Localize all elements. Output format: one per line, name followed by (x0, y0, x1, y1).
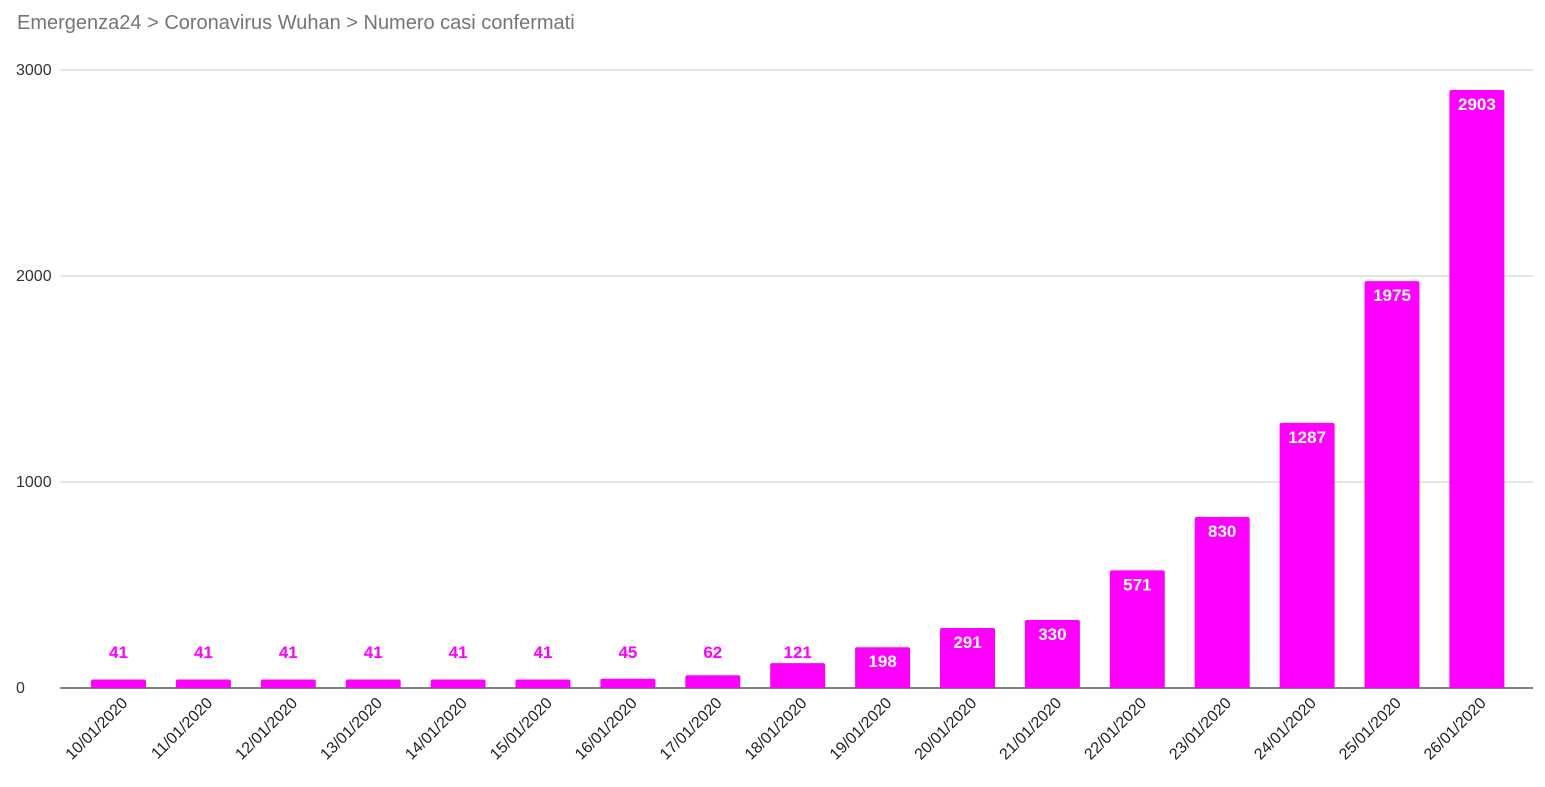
bar (1279, 422, 1335, 688)
data-label: 1287 (1288, 428, 1326, 447)
x-tick-label: 11/01/2020 (148, 695, 216, 763)
bar (1364, 281, 1420, 688)
bar (1194, 517, 1250, 688)
x-axis-ticks: 10/01/2020 11/01/2020 12/01/2020 13/01/2020… (63, 695, 1490, 764)
bar (430, 679, 486, 688)
x-tick-label: 16/01/2020 (572, 695, 641, 764)
data-label: 330 (1038, 625, 1066, 644)
y-tick-label: 0 (16, 680, 25, 697)
data-label: 41 (364, 643, 383, 662)
data-label: 41 (109, 643, 128, 662)
x-tick-label: 25/01/2020 (1336, 695, 1405, 764)
data-label: 2903 (1458, 95, 1496, 114)
bar (855, 647, 911, 688)
x-tick-label: 22/01/2020 (1081, 695, 1150, 764)
data-label: 830 (1208, 522, 1236, 541)
data-label: 1975 (1373, 286, 1411, 305)
data-label: 121 (784, 643, 812, 662)
bar (1024, 620, 1080, 688)
bar (345, 679, 401, 688)
bar (940, 628, 995, 688)
data-label: 291 (953, 633, 981, 652)
bar (175, 679, 231, 688)
data-label: 41 (534, 643, 553, 662)
y-tick-label: 3000 (16, 62, 52, 79)
x-tick-label: 17/01/2020 (657, 695, 726, 764)
data-label: 41 (194, 643, 213, 662)
data-label: 571 (1123, 575, 1151, 594)
x-tick-label: 13/01/2020 (317, 695, 386, 764)
x-tick-label: 12/01/2020 (232, 695, 301, 764)
x-tick-label: 19/01/2020 (827, 695, 896, 764)
y-tick-label: 1000 (16, 474, 52, 491)
bar (600, 678, 656, 688)
x-tick-label: 14/01/2020 (402, 695, 471, 764)
bar (260, 679, 316, 688)
chart-title: Emergenza24 > Coronavirus Wuhan > Numero… (17, 12, 575, 34)
x-tick-label: 15/01/2020 (487, 695, 556, 764)
bar (91, 679, 146, 688)
data-labels: 41 41 41 41 41 41 45 62 121 198 291 330 571 830 1287 19… (109, 95, 1496, 671)
x-tick-label: 26/01/2020 (1421, 695, 1490, 764)
data-label: 45 (618, 643, 637, 662)
y-axis-ticks: 0 1000 2000 3000 (16, 62, 52, 697)
y-tick-label: 2000 (16, 268, 52, 285)
data-label: 62 (703, 643, 722, 662)
x-tick-label: 21/01/2020 (997, 695, 1066, 764)
bar (685, 675, 741, 688)
bar (770, 663, 826, 688)
data-label: 41 (449, 643, 468, 662)
data-label: 41 (279, 643, 298, 662)
bar (515, 679, 571, 688)
data-label: 198 (868, 652, 896, 671)
x-tick-label: 23/01/2020 (1166, 695, 1235, 764)
bar (1109, 570, 1165, 688)
x-tick-label: 10/01/2020 (63, 695, 132, 764)
x-tick-label: 20/01/2020 (912, 695, 981, 764)
bar (1449, 89, 1505, 689)
bars (91, 89, 1505, 689)
x-tick-label: 18/01/2020 (742, 695, 811, 764)
x-tick-label: 24/01/2020 (1251, 695, 1320, 764)
